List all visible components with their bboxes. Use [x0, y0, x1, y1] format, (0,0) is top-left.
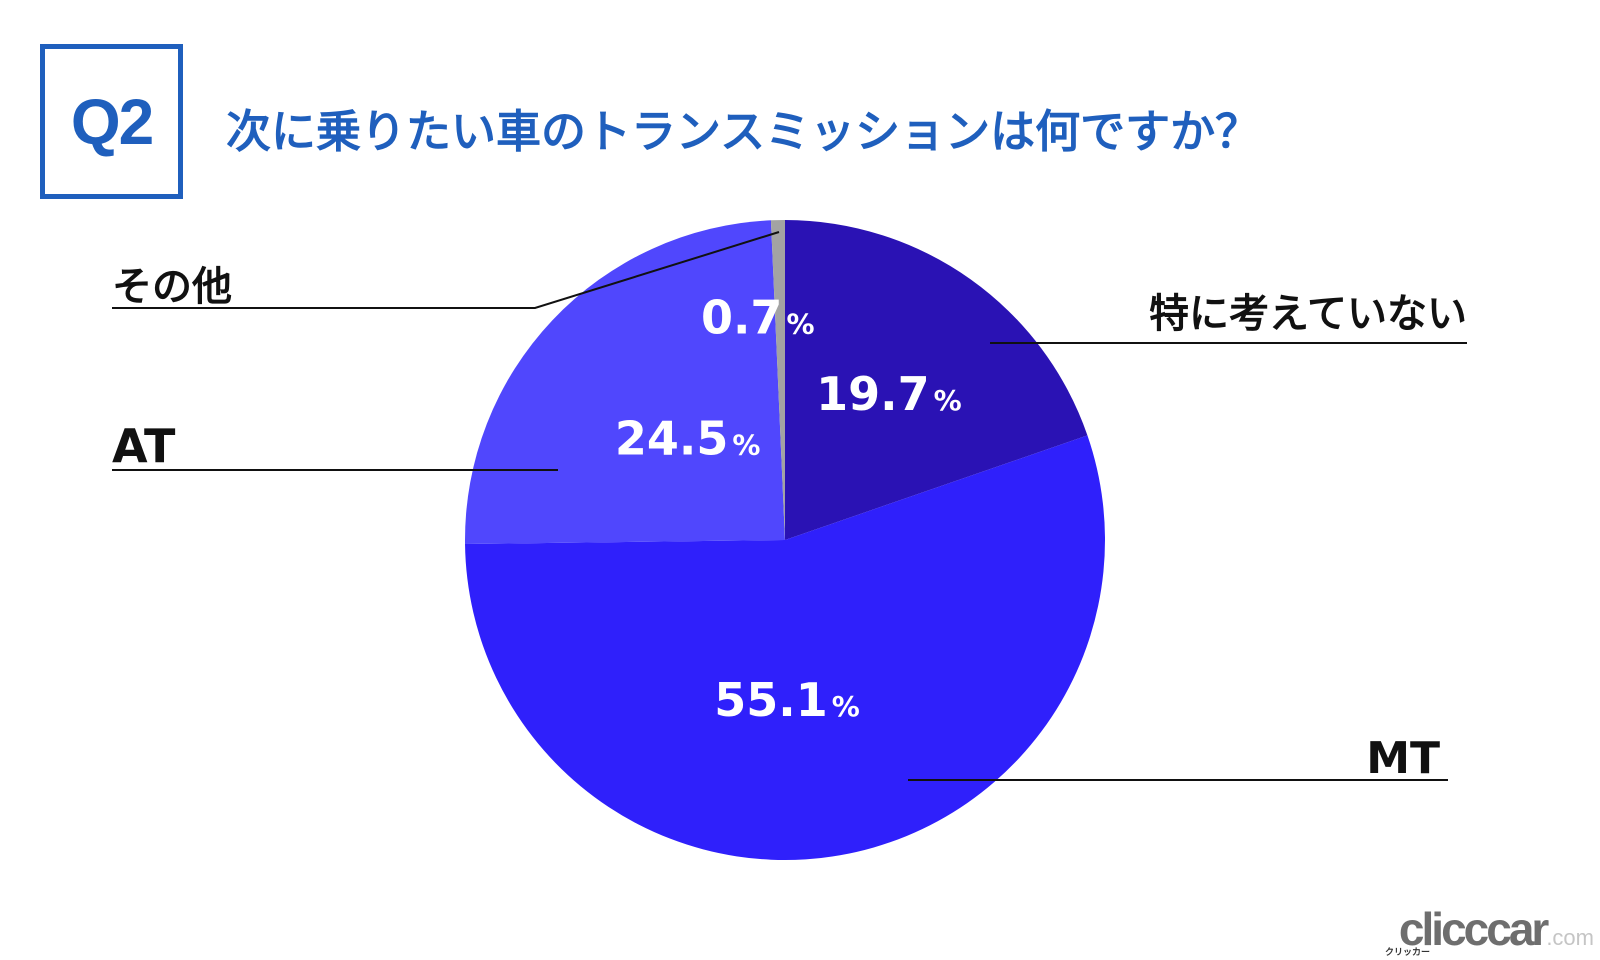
question-title: 次に乗りたい車のトランスミッションは何ですか？ — [226, 105, 1261, 158]
watermark-logo: clicccar.com — [1399, 902, 1594, 956]
watermark-subtext: クリッカー — [1384, 948, 1430, 958]
legend-label-0: 特に考えていない — [1149, 291, 1467, 337]
watermark-suffix: .com — [1546, 925, 1594, 950]
pie-slice-2 — [465, 220, 785, 545]
legend-label-1: MT — [1366, 733, 1440, 784]
percent-label-0: 19.7% — [816, 367, 962, 421]
percent-sign: % — [832, 690, 860, 723]
pie-slice-0 — [785, 220, 1088, 540]
percent-labels: 19.7 %55.1 %24.5 %0.7% — [615, 291, 962, 727]
legend-label-2: AT — [112, 419, 176, 473]
percent-value: 0.7 — [701, 291, 783, 345]
question-number: Q2 — [70, 85, 154, 158]
pie-slice-1 — [465, 435, 1105, 861]
leader-line-3 — [112, 231, 780, 309]
legend-label-3: その他 — [112, 264, 232, 310]
percent-label-1: 55.1% — [714, 673, 860, 727]
percent-sign: % — [786, 308, 814, 341]
percent-label-2: 24.5% — [615, 411, 761, 465]
percent-value: 24.5 — [615, 411, 729, 465]
percent-sign: % — [732, 428, 760, 461]
percent-value: 19.7 — [816, 367, 930, 421]
percent-label-3: 0.7% — [701, 291, 815, 345]
legend-leader-lines — [112, 231, 1467, 781]
question-number-box: Q2 — [40, 44, 183, 199]
pie-slices — [465, 220, 1105, 861]
legend-labels: 特に考えていない MT AT その他 — [112, 264, 1467, 784]
percent-value: 55.1 — [714, 673, 828, 727]
percent-sign: % — [934, 384, 962, 417]
watermark-text: clicccar — [1398, 903, 1549, 955]
pie-slice-3 — [770, 220, 785, 540]
